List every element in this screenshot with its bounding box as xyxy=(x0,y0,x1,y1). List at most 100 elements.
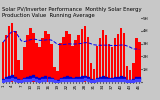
Point xyxy=(71,78,74,80)
Point xyxy=(2,80,4,82)
Point xyxy=(41,79,44,81)
Point xyxy=(74,79,77,81)
Point xyxy=(102,79,104,80)
Point xyxy=(56,80,59,82)
Point xyxy=(41,77,44,79)
Point xyxy=(62,79,65,81)
Bar xyxy=(90,63,92,82)
Bar xyxy=(68,34,71,82)
Bar xyxy=(59,43,62,82)
Bar xyxy=(65,31,68,82)
Point xyxy=(96,80,98,81)
Point xyxy=(17,79,20,81)
Point xyxy=(123,79,125,81)
Bar xyxy=(44,31,47,82)
Bar xyxy=(56,71,59,82)
Bar xyxy=(17,60,20,82)
Point xyxy=(74,78,77,79)
Point xyxy=(105,79,107,81)
Point xyxy=(68,79,71,81)
Bar xyxy=(77,35,80,82)
Bar xyxy=(105,35,107,82)
Point xyxy=(29,79,32,80)
Point xyxy=(84,79,86,80)
Point xyxy=(80,79,83,80)
Point xyxy=(53,81,56,82)
Bar xyxy=(120,28,122,82)
Bar xyxy=(129,70,132,82)
Point xyxy=(126,81,128,82)
Point xyxy=(71,80,74,81)
Bar xyxy=(71,46,74,82)
Point xyxy=(129,81,132,82)
Point xyxy=(26,79,29,81)
Bar xyxy=(111,47,113,82)
Point xyxy=(20,80,23,82)
Point xyxy=(111,80,113,81)
Point xyxy=(62,77,65,79)
Bar xyxy=(62,37,65,82)
Point xyxy=(44,79,47,80)
Point xyxy=(132,80,135,82)
Point xyxy=(93,80,95,82)
Bar xyxy=(93,69,95,82)
Bar xyxy=(114,38,116,82)
Point xyxy=(44,77,47,78)
Point xyxy=(114,77,116,79)
Point xyxy=(138,79,141,81)
Point xyxy=(87,79,89,81)
Point xyxy=(117,79,119,81)
Point xyxy=(65,77,68,78)
Point xyxy=(11,75,13,77)
Point xyxy=(120,79,122,80)
Bar xyxy=(35,43,38,82)
Point xyxy=(80,76,83,78)
Point xyxy=(68,77,71,78)
Bar xyxy=(32,33,35,82)
Point xyxy=(56,81,59,82)
Point xyxy=(129,80,132,82)
Point xyxy=(29,76,32,78)
Point xyxy=(111,78,113,80)
Point xyxy=(50,78,53,80)
Point xyxy=(108,80,110,81)
Point xyxy=(23,80,26,81)
Bar xyxy=(123,33,125,82)
Point xyxy=(114,79,116,81)
Bar xyxy=(50,44,53,82)
Point xyxy=(84,76,86,78)
Point xyxy=(5,78,7,79)
Point xyxy=(26,77,29,79)
Point xyxy=(90,80,92,82)
Point xyxy=(38,78,41,80)
Point xyxy=(138,78,141,79)
Point xyxy=(99,77,101,79)
Bar xyxy=(29,28,32,82)
Bar xyxy=(8,26,10,82)
Point xyxy=(53,80,56,81)
Point xyxy=(50,80,53,81)
Bar xyxy=(2,42,4,82)
Bar xyxy=(99,38,101,82)
Point xyxy=(8,76,10,78)
Point xyxy=(120,76,122,78)
Bar xyxy=(80,29,83,82)
Bar xyxy=(117,34,119,82)
Point xyxy=(11,78,13,80)
Bar xyxy=(132,63,135,82)
Bar xyxy=(20,70,23,82)
Point xyxy=(35,78,38,79)
Point xyxy=(2,79,4,80)
Point xyxy=(102,76,104,78)
Point xyxy=(20,81,23,82)
Bar xyxy=(47,34,50,82)
Bar xyxy=(138,42,141,82)
Bar xyxy=(126,66,128,82)
Point xyxy=(132,80,135,81)
Point xyxy=(32,78,35,80)
Point xyxy=(87,77,89,79)
Bar xyxy=(84,26,86,82)
Point xyxy=(135,79,138,81)
Point xyxy=(47,77,50,78)
Bar xyxy=(5,35,7,82)
